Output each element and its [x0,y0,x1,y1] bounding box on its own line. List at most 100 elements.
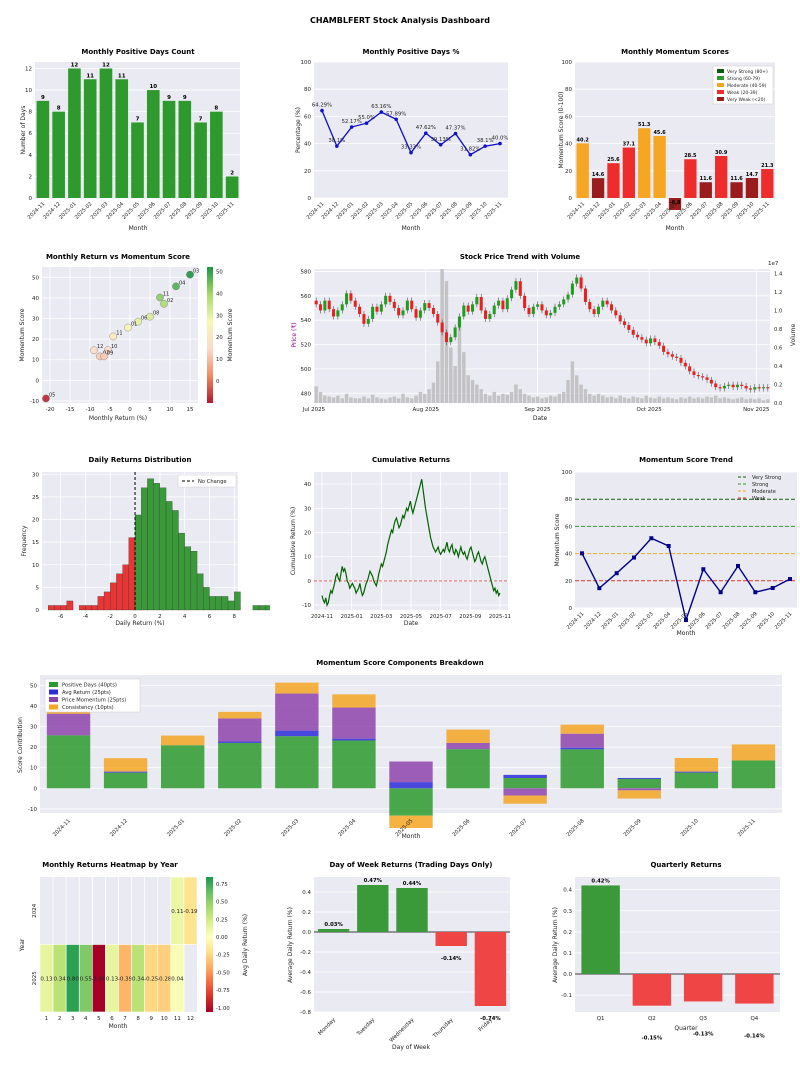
heatmap-value: -0.19 [183,909,198,915]
y-tick-label: 10 [25,88,32,94]
volume-bar [622,397,627,403]
y-axis-label: Frequency [21,525,28,556]
heatmap-value: 0.13 [106,976,119,982]
legend-label: Weak [752,496,766,502]
candle-body [657,342,661,346]
x-tick-label: 2025-06 [452,818,472,838]
heatmap-value: -0.25 [144,976,159,982]
point-label: 11 [163,291,169,297]
x-tick-label: Nov 2025 [743,407,770,413]
stacked-segment [103,772,148,789]
x-tick-label: Q4 [750,1016,758,1022]
point-label: 05 [49,392,55,398]
legend-swatch [717,69,724,73]
volume-bar [761,400,766,403]
candle-body [366,318,370,324]
monthly-heatmap-chart: 0.11 -0.190.13 0.34 0.80 0.55 -1.06 0.13 -0.39 0… [19,861,249,1030]
data-point [498,141,502,146]
bar [194,122,207,198]
bar [210,111,223,198]
candle-body [475,297,479,305]
trend-marker [718,590,723,595]
candle-body [557,304,561,307]
colorbar-tick-label: 10 [216,357,223,363]
volume-bar [383,399,388,403]
stacked-segment [161,745,205,789]
stacked-segment [103,771,148,773]
stacked-segment [161,735,205,746]
y-axis-label: Average Daily Return (%) [552,907,559,983]
y-tick-label: 20 [565,579,572,585]
x-tick-label: 10 [167,407,174,413]
volume-bar [414,395,418,403]
data-point [424,131,428,136]
candle-body [696,374,700,377]
candle-body [497,300,501,306]
y-tick-label: 30 [32,317,39,323]
point-label: 10 [111,344,117,350]
bar [699,182,712,198]
heatmap-value: -0.39 [118,976,133,982]
histogram-bin [190,551,198,611]
x-axis-label: Monthly Return (%) [89,415,147,422]
candle-body [518,281,522,296]
y-tick-label: 50 [30,683,37,689]
x-tick-label: 2 [158,614,162,620]
stacked-segment [332,694,376,708]
y-tick-label: 2025 [32,971,38,985]
y-tick-label: 20 [304,169,311,175]
candle-body [748,388,752,390]
x-tick-label: Q1 [597,1016,605,1022]
data-point [320,108,324,113]
candle-body [727,384,731,386]
chart-title: Day of Week Returns (Trading Days Only) [330,861,493,869]
legend-label: Price Momentum (25pts) [62,698,126,704]
chart-title: Daily Returns Distribution [89,456,192,464]
candle-body [531,306,535,315]
candle-body [740,384,744,386]
bar-value-label: 30.9 [715,150,728,156]
y-axis-label: Cumulative Return (%) [290,507,297,575]
plot-area [314,62,508,198]
volume-bar [618,395,622,403]
bar-value-label: 37.1 [623,142,636,148]
x-tick-label: 2025-07 [705,611,725,631]
bar [396,888,428,932]
candle-body [340,304,344,311]
stacked-segment [617,779,661,789]
volume-bar [362,396,366,403]
x-tick-label: 1 [45,1016,49,1022]
candle-body [362,314,366,324]
histogram-bin [234,591,241,611]
trend-marker [788,577,792,582]
volume-bar [466,375,470,403]
bar-value-label: 2 [230,170,234,176]
volume-bar [375,397,379,403]
candle-body [488,314,492,319]
y-tick-label: 500 [301,367,312,373]
candle-body [332,309,336,317]
volume-bar [687,396,692,403]
candle-body [397,307,401,316]
y-tick-label: 6 [29,131,33,137]
x-tick-label: 9 [149,1016,153,1022]
y-axis-label: Score Contribution [17,717,24,773]
candle-body [609,304,614,311]
legend-label: No Change [198,479,227,485]
volume-bar [492,391,496,403]
y2-tick-label: 1.0 [774,309,782,315]
y-tick-label: 10 [30,766,37,772]
candle-body [731,384,735,388]
candle-body [371,306,375,319]
x-tick-label: 11 [174,1016,181,1022]
histogram-bin [203,587,210,611]
candle-body [766,387,770,389]
x-tick-label: 2024-11 [311,614,333,620]
volume-bar [605,397,609,403]
volume-bar [453,366,457,403]
candle-body [570,283,574,295]
histogram-bin [209,596,216,611]
volume-bar [496,395,501,403]
y-tick-label: 15 [32,540,39,546]
candle-body [761,387,766,389]
